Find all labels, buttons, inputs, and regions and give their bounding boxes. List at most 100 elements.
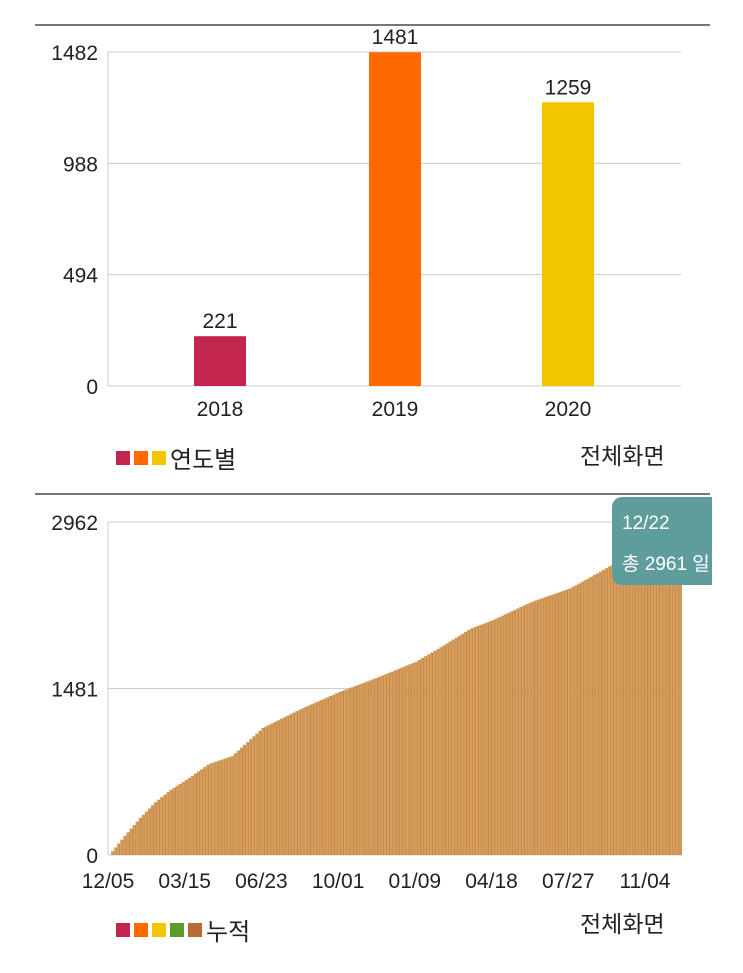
- cumulative-bar: [420, 658, 424, 855]
- bar-gap: [662, 536, 664, 855]
- bar-gap: [190, 777, 191, 855]
- bar-gap: [607, 568, 609, 855]
- cumulative-bar: [298, 709, 301, 855]
- bar-gap: [588, 578, 590, 855]
- bar-gap: [619, 560, 621, 855]
- bar-gap: [125, 835, 127, 855]
- cumulative-bar: [457, 635, 461, 855]
- cumulative-bar: [175, 785, 178, 855]
- cumulative-bar: [206, 765, 209, 855]
- bar-gap: [601, 571, 602, 855]
- cumulative-bar: [546, 596, 550, 855]
- bar-gap: [300, 709, 302, 855]
- divider: [35, 24, 710, 26]
- bar-gap: [512, 611, 514, 855]
- cumulative-bar: [190, 775, 194, 855]
- bar-gap: [199, 771, 201, 855]
- cumulative-bar: [390, 671, 393, 855]
- bar-gap: [414, 662, 415, 855]
- bar-gap: [668, 532, 670, 855]
- bar-gap: [420, 659, 421, 855]
- cumulative-bar: [503, 614, 507, 855]
- cumulative-bar: [132, 825, 135, 855]
- bar-2018: [194, 336, 246, 386]
- bar-gap: [552, 595, 553, 855]
- bar-gap: [288, 715, 290, 855]
- cumulative-bar: [282, 717, 286, 855]
- cumulative-bar: [509, 611, 513, 855]
- bar-gap: [147, 811, 148, 855]
- cumulative-bar: [111, 851, 114, 855]
- bar-2020: [542, 102, 594, 387]
- cumulative-bar: [632, 551, 635, 855]
- cumulative-bar: [516, 608, 519, 855]
- cumulative-bar: [129, 828, 132, 855]
- bar-gap: [490, 621, 492, 855]
- bar-gap: [312, 704, 314, 855]
- cumulative-bar: [525, 604, 528, 855]
- cumulative-bar: [571, 586, 574, 855]
- bar-gap: [671, 530, 673, 855]
- legend-label: 누적: [206, 919, 251, 946]
- cumulative-bar: [626, 555, 629, 855]
- cumulative-bar: [279, 718, 283, 855]
- yearly-bar-chart: 0 494 988 1482 221 2018 1481 2019 1259 2020: [51, 26, 681, 421]
- fullscreen-button[interactable]: 전체화면: [580, 911, 665, 937]
- cumulative-bar: [396, 669, 399, 855]
- cumulative-bar: [451, 639, 454, 855]
- cumulative-bar: [513, 609, 516, 855]
- bar-gap: [653, 541, 655, 855]
- bar-gap: [417, 661, 418, 855]
- bar-gap: [377, 677, 379, 855]
- cumulative-bar: [424, 656, 427, 855]
- legend-swatch: [116, 922, 130, 937]
- data-label: 221: [202, 310, 237, 333]
- cumulative-bar: [559, 591, 562, 855]
- bar-gap: [337, 693, 339, 855]
- cumulative-bar: [381, 675, 384, 855]
- cumulative-bar: [675, 525, 678, 855]
- cumulative-bar: [433, 650, 436, 855]
- cumulative-bar: [150, 805, 154, 855]
- cumulative-bar: [568, 588, 571, 855]
- cumulative-bar: [641, 546, 645, 855]
- cumulative-bar: [476, 626, 479, 855]
- data-label: 1481: [372, 26, 419, 49]
- cumulative-bar: [399, 667, 402, 855]
- bar-gap: [328, 697, 329, 855]
- cumulative-bar: [540, 598, 543, 855]
- cumulative-bar: [203, 767, 206, 855]
- x-tick-label: 11/04: [619, 870, 670, 893]
- cumulative-bar: [666, 532, 669, 855]
- bar-gap: [592, 576, 593, 855]
- cumulative-bar: [611, 564, 614, 855]
- x-tick-label: 01/09: [389, 870, 442, 893]
- x-tick-label: 2020: [545, 398, 592, 421]
- cumulative-bar: [442, 645, 445, 855]
- cumulative-bar: [224, 758, 227, 855]
- cumulative-bar: [368, 680, 372, 855]
- cumulative-bar: [347, 688, 350, 855]
- legend-swatch: [116, 450, 130, 465]
- bar-gap: [487, 622, 489, 855]
- bar-gap: [650, 543, 652, 855]
- cumulative-bar: [252, 736, 255, 855]
- cumulative-bar: [580, 581, 583, 855]
- x-tick-label: 2018: [197, 398, 244, 421]
- cumulative-bar: [289, 714, 292, 855]
- cumulative-bar: [169, 789, 172, 855]
- legend-yearly: 연도별: [116, 440, 236, 475]
- fullscreen-button[interactable]: 전체화면: [580, 443, 665, 469]
- cumulative-bar: [157, 799, 160, 855]
- bar-gap: [386, 674, 388, 855]
- bar-gap: [631, 553, 633, 855]
- cumulative-bar: [273, 721, 276, 855]
- bar-gap: [677, 525, 679, 855]
- bar-gap: [233, 756, 234, 855]
- bar-gap: [208, 765, 210, 855]
- bar-gap: [460, 635, 461, 855]
- bar-gap: [426, 656, 428, 855]
- bar-gap: [171, 789, 173, 855]
- cumulative-bar: [577, 583, 580, 855]
- bar-gap: [177, 785, 179, 855]
